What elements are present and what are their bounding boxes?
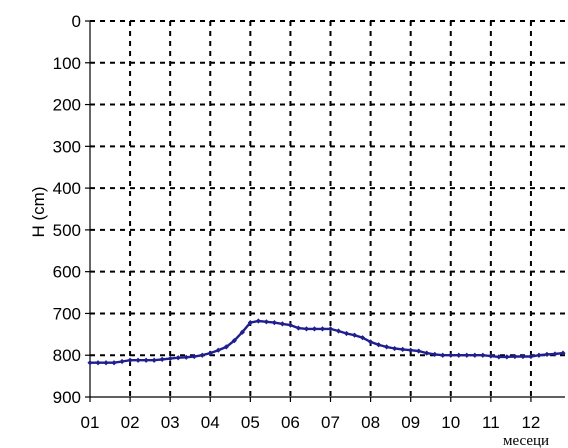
y-tick-label: 200 xyxy=(53,96,81,115)
x-tick-label: 05 xyxy=(241,413,260,432)
data-point xyxy=(271,320,277,326)
data-point xyxy=(127,357,133,363)
data-point xyxy=(151,357,157,363)
y-tick-label: 400 xyxy=(53,179,81,198)
data-point xyxy=(400,346,406,352)
data-point xyxy=(528,353,534,360)
data-point xyxy=(408,347,414,353)
x-tick-label: 12 xyxy=(521,413,540,432)
data-point xyxy=(135,357,141,363)
data-point xyxy=(207,350,213,356)
data-point xyxy=(392,345,398,352)
data-point xyxy=(223,344,229,350)
x-tick-label: 01 xyxy=(81,413,100,432)
data-point xyxy=(295,325,302,331)
data-point xyxy=(103,360,109,366)
data-point xyxy=(191,353,197,360)
data-point xyxy=(183,354,189,360)
x-tick-label: 11 xyxy=(482,413,500,432)
data-point xyxy=(199,352,205,358)
data-point xyxy=(488,353,494,359)
data-point xyxy=(111,360,117,366)
data-point xyxy=(512,353,518,360)
y-tick-label: 900 xyxy=(53,388,81,407)
x-tick-label: 07 xyxy=(321,413,340,432)
data-point xyxy=(432,351,438,357)
data-point xyxy=(536,352,542,358)
data-point xyxy=(440,352,446,358)
data-point xyxy=(287,322,294,328)
axes xyxy=(85,20,565,402)
x-tick-label: 04 xyxy=(201,413,220,432)
x-tick-label: 02 xyxy=(121,413,140,432)
x-tick-label: 03 xyxy=(161,413,180,432)
data-point xyxy=(520,353,526,360)
data-point xyxy=(343,330,350,337)
data-point xyxy=(95,360,101,366)
data-point xyxy=(544,351,550,357)
y-tick-label: 700 xyxy=(53,304,81,323)
y-axis-label: H (cm) xyxy=(29,187,48,238)
data-point xyxy=(384,344,390,350)
data-point xyxy=(119,358,125,365)
data-point xyxy=(327,326,334,332)
data-point xyxy=(279,321,286,327)
data-point xyxy=(159,356,165,362)
data-point xyxy=(376,342,382,348)
data-series xyxy=(87,318,566,366)
data-point xyxy=(215,347,221,353)
data-point xyxy=(311,326,318,332)
data-point xyxy=(504,354,510,360)
x-tick-label: 08 xyxy=(361,413,380,432)
data-point xyxy=(472,352,478,358)
data-point xyxy=(367,339,374,345)
data-point xyxy=(255,318,261,324)
x-tick-label: 06 xyxy=(281,413,300,432)
data-point xyxy=(456,352,462,358)
data-point xyxy=(351,332,358,338)
data-point xyxy=(175,355,181,361)
data-point xyxy=(231,338,237,344)
data-point xyxy=(335,328,342,334)
data-point xyxy=(448,352,454,358)
y-tick-label: 500 xyxy=(53,221,81,240)
y-tick-label: 300 xyxy=(53,137,81,156)
data-point xyxy=(263,319,269,325)
data-point xyxy=(303,326,310,332)
x-axis-label: месеци xyxy=(503,433,549,448)
data-point xyxy=(319,326,326,332)
data-point xyxy=(560,350,566,356)
y-tick-label: 600 xyxy=(53,263,81,282)
data-point xyxy=(464,352,470,358)
data-point xyxy=(480,352,486,358)
data-point xyxy=(87,360,93,366)
x-tick-label: 10 xyxy=(441,413,460,432)
data-point xyxy=(416,348,422,354)
data-point xyxy=(167,355,173,362)
data-point xyxy=(239,329,245,335)
data-point xyxy=(143,357,149,363)
y-tick-label: 0 xyxy=(72,12,81,31)
y-tick-label: 100 xyxy=(53,54,81,73)
data-point xyxy=(496,354,502,360)
data-point xyxy=(359,335,366,341)
x-tick-label: 09 xyxy=(401,413,420,432)
y-tick-label: 800 xyxy=(53,346,81,365)
data-point xyxy=(247,320,253,326)
data-point xyxy=(552,351,558,357)
gridlines xyxy=(90,20,565,397)
data-point xyxy=(424,350,430,356)
